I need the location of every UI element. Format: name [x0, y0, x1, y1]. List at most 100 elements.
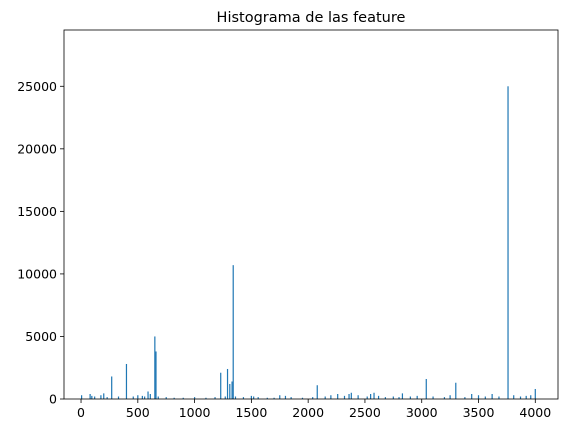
histogram-bar [484, 396, 486, 399]
histogram-bar [284, 395, 287, 399]
x-tick-label: 2000 [292, 405, 324, 420]
histogram-bar [491, 394, 493, 399]
histogram-bar [409, 396, 411, 399]
histogram-bar [229, 383, 231, 399]
histogram-bar [416, 395, 418, 399]
histogram-bar [250, 395, 252, 399]
y-tick-label: 20000 [17, 141, 57, 156]
histogram-bar [366, 396, 368, 399]
y-tick-label: 15000 [17, 204, 57, 219]
histogram-bar [232, 265, 234, 399]
histogram-bar [455, 382, 457, 399]
histogram-bar [242, 397, 245, 399]
histogram-bar [231, 381, 233, 399]
y-tick-label: 5000 [25, 329, 57, 344]
histogram-bar [370, 394, 372, 399]
histogram-bar [100, 395, 102, 399]
histogram-bar [525, 395, 527, 399]
histogram-bar [224, 396, 226, 399]
histogram-bar [89, 394, 91, 399]
histogram-bar [337, 394, 339, 399]
histogram-bar [464, 397, 466, 399]
histogram-bar [498, 396, 500, 399]
histogram-bar [279, 395, 281, 399]
histogram-bar [392, 396, 394, 399]
histogram-bar [357, 395, 359, 399]
histogram-bar [350, 392, 352, 399]
histogram-bar [477, 395, 480, 399]
histogram-bar [534, 388, 536, 399]
y-tick-label: 25000 [17, 79, 57, 94]
histogram-bar [398, 397, 400, 399]
histogram-bar [377, 395, 380, 399]
histogram-bar [157, 396, 159, 399]
x-tick-label: 4000 [519, 405, 551, 420]
x-tick-label: 3000 [406, 405, 438, 420]
histogram-bar [173, 397, 175, 399]
histogram-bar [273, 397, 275, 399]
x-tick-label: 3500 [463, 405, 495, 420]
chart-title: Histograma de las feature [217, 10, 406, 26]
histogram-bar [257, 397, 259, 399]
histogram-bar [530, 395, 532, 399]
x-tick-label: 0 [77, 405, 85, 420]
x-tick-label: 2500 [349, 405, 381, 420]
histogram-bar [81, 395, 83, 399]
y-tick-label: 10000 [17, 266, 57, 281]
histogram-bar [373, 392, 375, 399]
histogram-bar [301, 397, 304, 399]
histogram-bar [155, 351, 157, 399]
histogram-bar [348, 394, 350, 399]
histogram-bar [507, 86, 509, 399]
y-axis-ticks: 0 5000 10000 15000 20000 25000 [17, 79, 64, 407]
histogram-bar [154, 336, 156, 399]
histogram-bar [324, 396, 326, 399]
histogram-bar [513, 395, 515, 399]
histogram-bar [125, 363, 128, 399]
plot-frame [63, 29, 559, 400]
histogram-bar [165, 397, 167, 399]
histogram-bar [144, 396, 146, 399]
histogram-bar [384, 397, 386, 399]
histogram-bar [443, 397, 446, 399]
histogram-bar [149, 394, 151, 399]
bars-group [81, 86, 536, 399]
histogram-bar [290, 397, 292, 399]
histogram-bar [432, 396, 434, 399]
histogram-bar [312, 397, 314, 399]
histogram-bar [194, 397, 196, 399]
histogram-bar [106, 397, 108, 399]
histogram-bar [253, 396, 255, 399]
histogram-bar [220, 372, 222, 399]
histogram-bar [343, 395, 346, 399]
histogram-bar [316, 385, 318, 399]
histogram-bar [519, 396, 522, 399]
histogram-bar [94, 396, 96, 399]
histogram-bar [266, 397, 268, 399]
histogram-bar [234, 396, 237, 399]
x-tick-label: 1000 [179, 405, 211, 420]
histogram-bar [111, 376, 113, 399]
histogram-bar [401, 393, 404, 399]
histogram-bar [449, 395, 451, 399]
histogram-bar [141, 395, 143, 399]
histogram-bar [330, 395, 332, 399]
histogram-bar [91, 395, 93, 399]
histogram-bar [182, 397, 184, 399]
histogram-bar [147, 391, 149, 399]
x-tick-label: 1500 [235, 405, 267, 420]
y-tick-label: 0 [49, 392, 57, 407]
histogram-bar [425, 378, 427, 399]
histogram-bar [132, 396, 134, 399]
histogram-bar [103, 393, 105, 399]
histogram-bar [137, 395, 139, 399]
histogram-bar [117, 396, 120, 399]
x-tick-label: 500 [126, 405, 150, 420]
x-axis-ticks: 0 500 1000 1500 2000 2500 3000 3500 4000 [77, 399, 551, 420]
histogram-bar [471, 394, 473, 399]
histogram-bar [226, 368, 229, 399]
histogram-bar [205, 397, 207, 399]
histogram-bar [214, 397, 216, 399]
